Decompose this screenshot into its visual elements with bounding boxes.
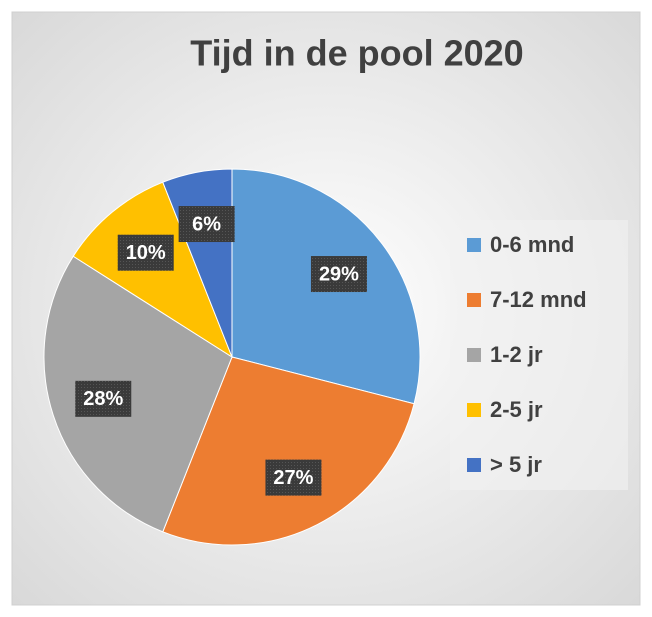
legend-label: 2-5 jr bbox=[490, 397, 543, 422]
legend-swatch bbox=[467, 348, 481, 362]
data-label-box bbox=[310, 256, 367, 293]
data-label: 10% bbox=[126, 242, 166, 264]
data-label: 27% bbox=[273, 467, 313, 489]
legend-swatch bbox=[467, 458, 481, 472]
legend-swatch bbox=[467, 403, 481, 417]
data-label-box bbox=[178, 206, 235, 243]
data-label: 6% bbox=[192, 213, 221, 235]
legend-label: 0-6 mnd bbox=[490, 232, 574, 257]
data-label: 28% bbox=[83, 388, 123, 410]
data-label-box bbox=[117, 234, 174, 271]
legend-label: 7-12 mnd bbox=[490, 287, 587, 312]
chart-title: Tijd in de pool 2020 bbox=[190, 33, 523, 74]
data-label-box bbox=[75, 380, 132, 417]
pie-slice bbox=[162, 356, 415, 546]
legend-swatch bbox=[467, 293, 481, 307]
data-label-box bbox=[265, 459, 322, 496]
legend-label: 1-2 jr bbox=[490, 342, 543, 367]
legend-label: > 5 jr bbox=[490, 452, 542, 477]
legend-swatch bbox=[467, 238, 481, 252]
data-label: 29% bbox=[319, 263, 359, 285]
pie-slice bbox=[43, 255, 233, 533]
